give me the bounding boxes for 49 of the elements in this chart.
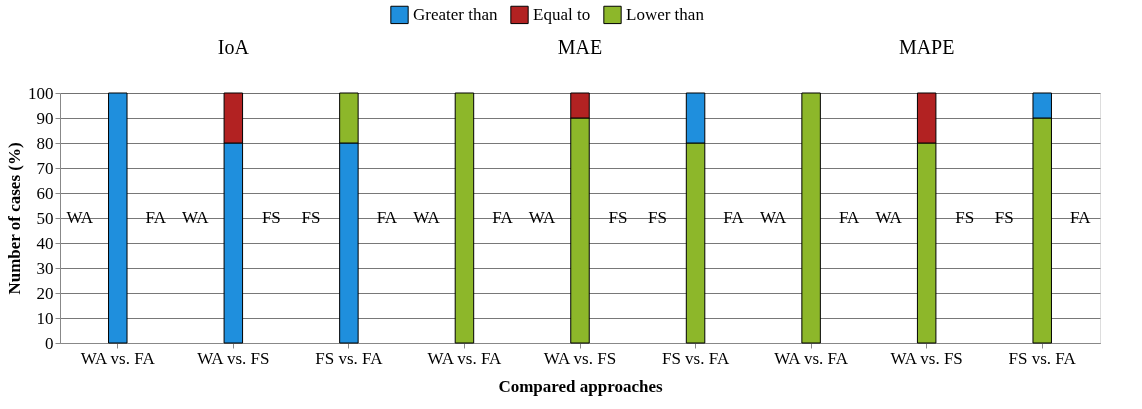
text: IoA — [217, 36, 250, 58]
x-tick-label: WA vs. FS — [197, 348, 270, 368]
bar — [108, 92, 128, 344]
annotation: WA — [413, 208, 441, 227]
y-axis-title: Number of cases (%) — [5, 142, 24, 295]
annotation: FA — [145, 208, 167, 227]
legend-label: Equal to — [533, 4, 591, 24]
annotation: FS — [301, 208, 321, 227]
annotation: WA — [875, 208, 903, 227]
y-tick-label: 80 — [36, 133, 54, 153]
annotation: FS — [608, 208, 628, 227]
annotation: FA — [492, 208, 514, 227]
annotation: FS — [261, 208, 281, 227]
y-tick-label: 30 — [36, 258, 54, 278]
x-tick-label: WA vs. FS — [890, 348, 963, 368]
annotation: FA — [376, 208, 398, 227]
annotation: WA — [66, 208, 94, 227]
y-tick-label: 0 — [45, 333, 54, 353]
y-tick-label: 70 — [36, 158, 54, 178]
x-tick-label: WA vs. FA — [774, 348, 849, 368]
x-tick-label: WA vs. FA — [80, 348, 156, 368]
text: MAPE — [898, 36, 955, 58]
y-tick-label: 50 — [36, 208, 54, 228]
legend-label: Greater than — [413, 4, 498, 24]
y-tick-label: 100 — [28, 83, 54, 103]
x-axis-title: Compared approaches — [498, 376, 663, 396]
bar — [801, 92, 821, 344]
annotation: WA — [759, 208, 788, 227]
y-tick-label: 40 — [36, 233, 54, 253]
annotation: FA — [723, 208, 745, 227]
annotation: FS — [648, 208, 668, 227]
annotation: WA — [528, 208, 556, 227]
y-tick-label: 90 — [36, 108, 54, 128]
x-tick-label: WA vs. FA — [427, 348, 503, 368]
annotation: FS — [994, 208, 1014, 227]
x-tick-label: FS vs. FA — [661, 348, 730, 368]
legend-label: Lower than — [626, 4, 705, 24]
bar — [454, 92, 475, 344]
y-tick-label: 10 — [36, 308, 54, 328]
annotation: FS — [955, 208, 975, 227]
x-tick-label: FS vs. FA — [1008, 348, 1077, 368]
annotation: WA — [182, 208, 210, 227]
y-tick-label: 60 — [36, 183, 54, 203]
annotation: FA — [838, 208, 861, 227]
y-tick-label: 20 — [36, 283, 54, 303]
x-tick-label: FS vs. FA — [315, 348, 384, 368]
annotation: FA — [1069, 208, 1092, 227]
text: MAE — [557, 36, 603, 58]
x-tick-label: WA vs. FS — [543, 348, 617, 368]
